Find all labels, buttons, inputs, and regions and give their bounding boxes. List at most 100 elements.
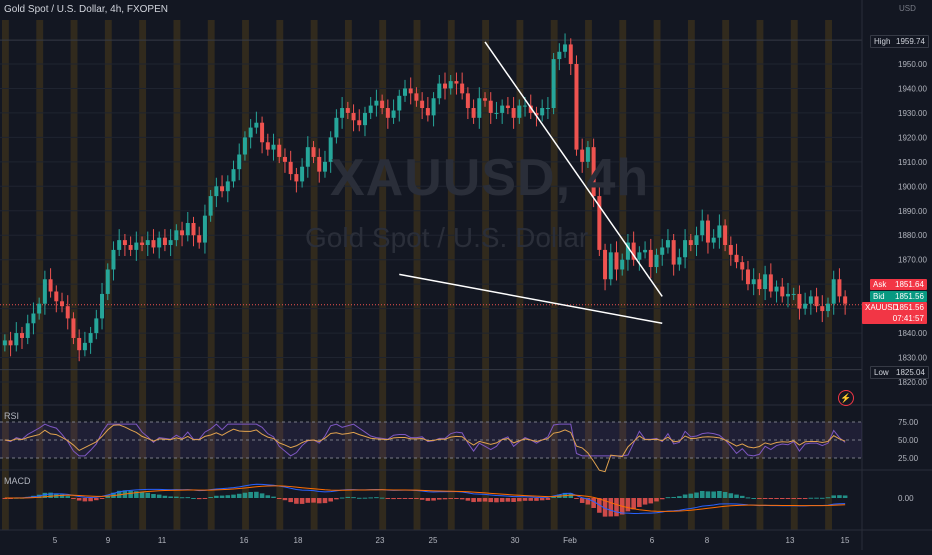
macd-histogram-bar bbox=[322, 498, 328, 504]
candle-body bbox=[620, 259, 625, 270]
trendline bbox=[399, 273, 663, 325]
candle-body bbox=[797, 293, 802, 309]
session-stripe bbox=[619, 20, 627, 530]
macd-histogram-bar bbox=[276, 498, 282, 499]
macd-histogram-bar bbox=[837, 495, 842, 498]
candle-body bbox=[665, 240, 670, 248]
candle-body bbox=[660, 247, 665, 255]
macd-histogram-bar bbox=[488, 498, 494, 503]
macd-histogram-bar bbox=[482, 498, 488, 502]
candle-body bbox=[694, 235, 699, 246]
candle-body bbox=[391, 110, 396, 118]
macd-histogram-bar bbox=[282, 498, 288, 501]
candle-body bbox=[65, 306, 70, 319]
macd-histogram-bar bbox=[179, 497, 185, 499]
candle-body bbox=[380, 100, 385, 109]
price-tick-label: 1870.00 bbox=[898, 256, 927, 265]
rsi-pane-label[interactable]: RSI bbox=[4, 411, 20, 421]
candle-body bbox=[448, 81, 453, 89]
macd-histogram-bar bbox=[722, 491, 728, 498]
candle-body bbox=[408, 88, 413, 94]
session-stripe bbox=[173, 20, 181, 530]
session-stripe bbox=[585, 20, 592, 530]
candle-body bbox=[180, 230, 185, 236]
macd-pane-label[interactable]: MACD bbox=[4, 476, 31, 486]
macd-histogram-bar bbox=[139, 492, 145, 498]
lightning-alert-icon[interactable]: ⚡ bbox=[838, 390, 854, 406]
rsi-tick-label: 50.00 bbox=[898, 436, 919, 445]
candle-body bbox=[357, 120, 362, 126]
candle-body bbox=[25, 323, 30, 338]
candle-body bbox=[157, 237, 162, 248]
time-axis-label: Feb bbox=[563, 536, 577, 545]
candle-body bbox=[231, 169, 236, 182]
candle-body bbox=[563, 44, 568, 52]
candle-body bbox=[294, 174, 299, 182]
bid-label: Bid bbox=[873, 292, 885, 301]
macd-histogram-bar bbox=[682, 494, 688, 498]
price-tick-label: 1950.00 bbox=[898, 60, 927, 69]
candle-body bbox=[31, 313, 36, 324]
candle-body bbox=[837, 279, 842, 297]
candle-body bbox=[191, 223, 196, 236]
candle-body bbox=[128, 245, 133, 250]
candle-body bbox=[637, 252, 642, 260]
macd-histogram-bar bbox=[551, 496, 556, 498]
macd-histogram-bar bbox=[248, 491, 253, 498]
candle-body bbox=[288, 161, 293, 175]
candle-body bbox=[185, 223, 190, 236]
price-tick-label: 1880.00 bbox=[898, 231, 927, 240]
candle-body bbox=[820, 306, 825, 312]
macd-histogram-bar bbox=[196, 498, 202, 500]
candle-body bbox=[60, 301, 65, 307]
macd-histogram-bar bbox=[88, 498, 93, 502]
macd-histogram-bar bbox=[671, 496, 676, 498]
candle-body bbox=[494, 112, 499, 114]
macd-histogram-bar bbox=[82, 498, 88, 502]
macd-histogram-bar bbox=[219, 495, 225, 498]
macd-histogram-bar bbox=[574, 498, 579, 499]
candle-body bbox=[728, 245, 733, 255]
price-tick-label: 1940.00 bbox=[898, 84, 927, 93]
candle-body bbox=[517, 105, 522, 118]
candle-body bbox=[780, 286, 785, 297]
candle-body bbox=[717, 225, 722, 238]
session-stripe bbox=[36, 20, 44, 530]
macd-histogram-bar bbox=[774, 498, 779, 499]
candle-body bbox=[511, 108, 516, 118]
candle-body bbox=[614, 252, 619, 270]
candle-body bbox=[340, 108, 345, 118]
candle-body bbox=[751, 279, 756, 285]
macd-histogram-bar bbox=[477, 498, 482, 502]
candle-body bbox=[814, 296, 819, 307]
macd-histogram-bar bbox=[351, 497, 356, 499]
macd-histogram-bar bbox=[236, 493, 242, 498]
candle-body bbox=[437, 83, 442, 99]
macd-histogram-bar bbox=[459, 498, 465, 500]
macd-histogram-bar bbox=[408, 498, 413, 499]
symbol-header[interactable]: Gold Spot / U.S. Dollar, 4h, FXOPEN bbox=[4, 4, 168, 15]
macd-histogram-bar bbox=[71, 498, 76, 499]
macd-histogram-bar bbox=[779, 498, 785, 499]
candle-body bbox=[402, 88, 407, 96]
candle-body bbox=[711, 237, 716, 243]
macd-histogram-bar bbox=[614, 498, 619, 517]
macd-histogram-bar bbox=[734, 494, 739, 498]
session-stripe bbox=[344, 20, 352, 530]
macd-histogram-bar bbox=[791, 498, 796, 499]
candle-body bbox=[603, 249, 608, 280]
macd-histogram-bar bbox=[419, 498, 425, 500]
candle-body bbox=[122, 240, 127, 246]
macd-histogram-bar bbox=[528, 498, 534, 501]
time-axis-label: 6 bbox=[650, 536, 655, 545]
session-stripe bbox=[413, 20, 421, 530]
candle-body bbox=[14, 333, 19, 346]
candle-body bbox=[134, 242, 139, 250]
macd-histogram-bar bbox=[745, 497, 751, 499]
watermark-name: Gold Spot / U.S. Dollar bbox=[305, 222, 589, 253]
candle-body bbox=[460, 83, 465, 94]
candle-body bbox=[82, 342, 87, 351]
session-stripe bbox=[2, 20, 9, 530]
